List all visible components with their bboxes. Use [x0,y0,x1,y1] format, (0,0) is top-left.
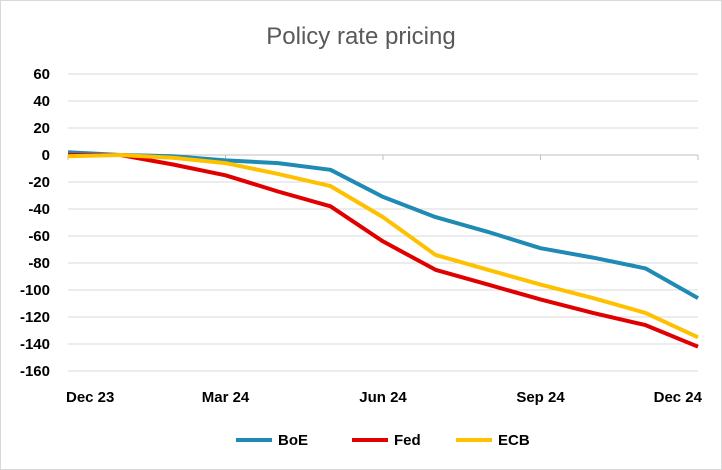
y-tick-label: -140 [20,336,50,353]
y-tick-label: -160 [20,363,50,380]
legend-label-boe: BoE [278,432,308,449]
y-axis-ticks: 60 40 20 0 -20 -40 -60 -80 -100 -120 -140 -160 [20,66,50,380]
y-tick-label: -80 [28,255,50,272]
legend-label-ecb: ECB [498,432,530,449]
series-line-ecb [67,153,699,340]
x-tick-label: Mar 24 [202,389,250,406]
x-tick-label: Sep 24 [516,389,565,406]
legend: BoE Fed ECB [236,432,530,449]
series-line-fed [68,153,699,349]
y-tick-label: -120 [20,309,50,326]
y-tick-label: 0 [42,147,50,164]
chart-title: Policy rate pricing [266,23,455,50]
y-tick-label: -20 [28,174,50,191]
legend-label-fed: Fed [394,432,421,449]
series-lines [67,150,699,349]
x-axis-ticks: Dec 23 Mar 24 Jun 24 Sep 24 Dec 24 [66,155,703,406]
gridlines [68,73,698,372]
x-tick-label: Dec 24 [654,389,703,406]
y-tick-label: -100 [20,282,50,299]
y-tick-label: 60 [33,66,50,83]
y-tick-label: 20 [33,120,50,137]
y-tick-label: -40 [28,201,50,218]
y-tick-label: -60 [28,228,50,245]
x-tick-label: Dec 23 [66,389,114,406]
series-line-boe [67,150,699,300]
y-tick-label: 40 [33,93,50,110]
x-tick-label: Jun 24 [359,389,407,406]
